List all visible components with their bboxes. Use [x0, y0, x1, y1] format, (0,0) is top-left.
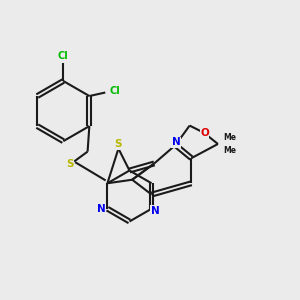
- Text: Me: Me: [223, 146, 236, 155]
- Text: S: S: [66, 159, 74, 169]
- Text: O: O: [200, 128, 209, 138]
- Text: Cl: Cl: [58, 50, 69, 61]
- Text: N: N: [97, 204, 106, 214]
- Text: S: S: [115, 139, 122, 149]
- Text: Me: Me: [223, 133, 236, 142]
- Text: N: N: [151, 206, 160, 215]
- Text: N: N: [172, 137, 181, 147]
- Text: Cl: Cl: [110, 86, 120, 96]
